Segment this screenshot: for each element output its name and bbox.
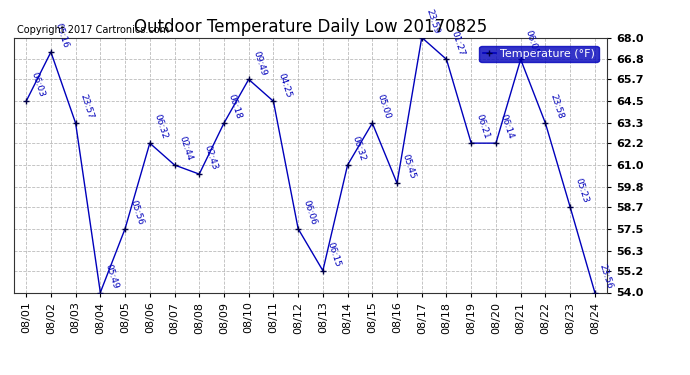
Text: Copyright 2017 Cartronics.com: Copyright 2017 Cartronics.com: [17, 25, 169, 35]
Text: 06:21: 06:21: [474, 113, 491, 140]
Text: 06:14: 06:14: [499, 113, 515, 140]
Text: 09:49: 09:49: [252, 50, 268, 76]
Text: 05:00: 05:00: [375, 93, 392, 120]
Text: 06:18: 06:18: [227, 93, 244, 120]
Text: 23:56: 23:56: [598, 262, 614, 290]
Text: 01:27: 01:27: [449, 29, 466, 57]
Text: 06:15: 06:15: [326, 240, 342, 268]
Text: 05:56: 05:56: [128, 199, 145, 226]
Text: 06:05: 06:05: [524, 29, 540, 57]
Text: 06:03: 06:03: [29, 71, 46, 99]
Title: Outdoor Temperature Daily Low 20170825: Outdoor Temperature Daily Low 20170825: [134, 18, 487, 36]
Text: 06:32: 06:32: [152, 113, 169, 140]
Text: 06:06: 06:06: [301, 199, 317, 226]
Legend: Temperature (°F): Temperature (°F): [480, 46, 599, 62]
Text: 23:58: 23:58: [549, 93, 565, 120]
Text: 06:32: 06:32: [351, 135, 367, 162]
Text: 23:57: 23:57: [79, 93, 95, 120]
Text: 05:49: 05:49: [104, 262, 120, 290]
Text: 02:43: 02:43: [202, 144, 219, 171]
Text: 05:16: 05:16: [54, 22, 70, 50]
Text: 23:59: 23:59: [425, 8, 441, 35]
Text: 02:44: 02:44: [177, 135, 194, 162]
Text: 04:25: 04:25: [277, 71, 293, 99]
Text: 05:23: 05:23: [573, 177, 589, 204]
Text: 05:45: 05:45: [400, 153, 417, 180]
